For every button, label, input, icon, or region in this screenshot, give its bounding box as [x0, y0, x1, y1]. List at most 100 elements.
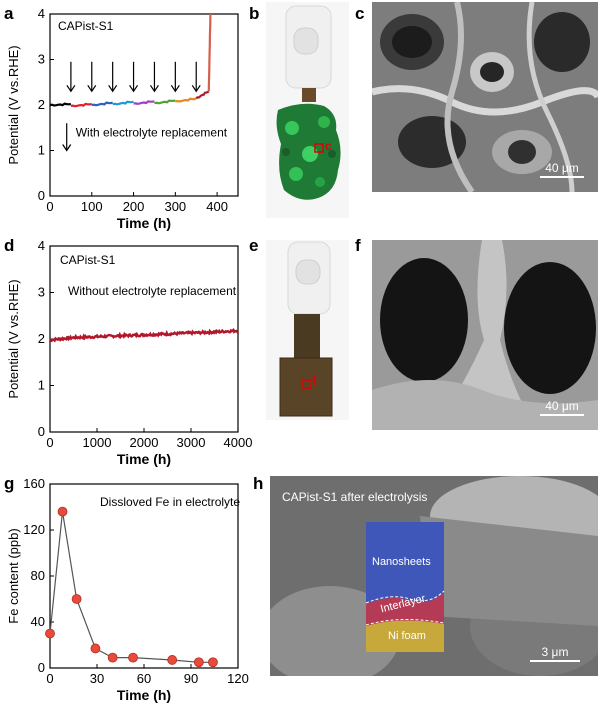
legend-text-a: With electrolyte replacement	[76, 125, 228, 139]
replacement-arrowhead-2	[108, 85, 118, 93]
legend-text-d: Without electrolyte replacement	[68, 284, 237, 298]
x-tick-label-g-1: 30	[90, 671, 104, 686]
y-axis-label-a: Potential (V vs.RHE)	[6, 45, 21, 164]
data-point-g-4	[107, 652, 118, 663]
data-point-g-7	[193, 657, 204, 668]
x-tick-label-g-4: 120	[227, 671, 249, 686]
series-line-a-7	[195, 90, 210, 100]
panel-label-g: g	[4, 474, 15, 493]
data-point-g-3	[90, 643, 101, 654]
photo-mark-b: c	[325, 139, 332, 153]
series-line-g	[49, 511, 213, 663]
sem-image-h: CAPist-S1 after electrolysis Nanosheets …	[270, 476, 598, 676]
series-line-a-2	[91, 101, 113, 107]
sem-image-f: 40 μm	[372, 240, 598, 430]
annotation-a: CAPist-S1	[58, 19, 114, 33]
x-tick-label-d-3: 3000	[177, 435, 206, 450]
replacement-arrowhead-1	[87, 85, 97, 93]
x-tick-label-a-1: 100	[81, 199, 103, 214]
series-line-a-3	[112, 100, 134, 106]
x-tick-label-g-2: 60	[137, 671, 151, 686]
plot-frame-d	[49, 245, 239, 433]
layer-label-ni-foam: Ni foam	[388, 630, 426, 642]
series-line-a-1	[70, 102, 92, 108]
y-tick-label-d-1: 1	[38, 378, 45, 393]
scale-bar-c: 40 μm	[540, 161, 584, 178]
y-tick-label-d-4: 4	[38, 238, 45, 253]
replacement-arrowhead-4	[149, 85, 159, 93]
x-tick-label-d-4: 4000	[224, 435, 253, 450]
electrode-photo-b: c	[266, 2, 349, 218]
replacement-arrowhead-0	[66, 85, 76, 93]
x-tick-label-d-2: 2000	[130, 435, 159, 450]
chart-a: 0 100 200 300 400 0 1 2 3 4 Time (h) Potential (V v…	[6, 6, 239, 231]
plot-frame-g	[49, 483, 239, 669]
series-line-a-0	[49, 102, 72, 107]
panel-label-d: d	[4, 236, 15, 255]
scale-bar-h-label: 3 μm	[541, 645, 569, 659]
annotation-d: CAPist-S1	[60, 253, 116, 267]
data-point-g-5	[128, 652, 138, 663]
scale-bar-h: 3 μm	[530, 645, 580, 662]
series-line-a-8	[207, 13, 212, 92]
annotation-g: Dissloved Fe in electrolyte	[100, 495, 240, 509]
y-axis-label-d: Potential (V vs.RHE)	[6, 279, 21, 398]
panel-label-a: a	[4, 4, 14, 23]
series-line-a-4	[133, 100, 155, 106]
y-tick-label-a-1: 1	[38, 143, 45, 158]
panel-label-c: c	[355, 4, 365, 23]
electrode-photo-e: f	[266, 240, 349, 420]
x-axis-label-d: Time (h)	[117, 451, 171, 467]
panel-label-b: b	[249, 4, 260, 23]
photo-mark-e: f	[312, 374, 316, 388]
y-tick-label-d-3: 3	[38, 285, 45, 300]
x-axis-label-a: Time (h)	[117, 215, 171, 231]
scale-bar-f-label: 40 μm	[545, 399, 579, 413]
sem-h-title: CAPist-S1 after electrolysis	[282, 490, 428, 504]
replacement-arrowhead-3	[129, 85, 139, 93]
y-axis-label-g: Fe content (ppb)	[6, 528, 21, 623]
scale-bar-c-line	[540, 176, 584, 178]
y-tick-label-d-2: 2	[38, 331, 45, 346]
x-tick-label-d-1: 1000	[83, 435, 112, 450]
series-line-a-6	[175, 97, 197, 103]
sem-image-c: 40 μm	[372, 2, 598, 192]
x-tick-label-g-0: 0	[46, 671, 53, 686]
scale-bar-h-line	[530, 660, 580, 662]
legend-arrowhead-a	[62, 144, 72, 152]
x-tick-label-a-2: 200	[123, 199, 145, 214]
panel-label-h: h	[253, 474, 264, 493]
y-tick-label-a-3: 3	[38, 52, 45, 67]
data-point-g-8	[208, 657, 218, 668]
x-tick-label-a-4: 400	[206, 199, 228, 214]
chart-g: 0 30 60 90 120 0 40 80 120 160 Time (h) Fe content …	[6, 476, 249, 703]
x-tick-label-g-3: 90	[184, 671, 198, 686]
chart-d: 0 1000 2000 3000 4000 0 1 2 3 4 Time (h) Potential …	[6, 238, 252, 467]
y-tick-label-a-2: 2	[38, 97, 45, 112]
series-line-a-5	[154, 99, 176, 105]
y-tick-label-g-4: 160	[23, 476, 45, 491]
x-tick-label-a-0: 0	[46, 199, 53, 214]
data-point-g-2	[71, 594, 82, 604]
x-tick-label-a-3: 300	[164, 199, 186, 214]
scale-bar-f-line	[540, 414, 584, 416]
replacement-arrowhead-6	[191, 85, 201, 93]
x-tick-label-d-0: 0	[46, 435, 53, 450]
x-axis-label-g: Time (h)	[117, 687, 171, 703]
panel-label-e: e	[249, 236, 259, 255]
y-tick-label-a-0: 0	[38, 188, 45, 203]
layer-label-nanosheets: Nanosheets	[372, 556, 431, 568]
series-line-d-0	[49, 327, 239, 343]
y-tick-label-g-0: 0	[38, 660, 45, 675]
data-point-g-1	[57, 506, 68, 517]
scale-bar-f: 40 μm	[540, 399, 584, 416]
data-point-g-6	[167, 655, 178, 665]
data-point-g-0	[45, 628, 55, 639]
replacement-arrowhead-5	[170, 85, 180, 93]
panel-label-f: f	[355, 236, 361, 255]
y-tick-label-d-0: 0	[38, 424, 45, 439]
y-tick-label-a-4: 4	[38, 6, 45, 21]
y-tick-label-g-1: 40	[31, 614, 45, 629]
y-tick-label-g-2: 80	[31, 568, 45, 583]
